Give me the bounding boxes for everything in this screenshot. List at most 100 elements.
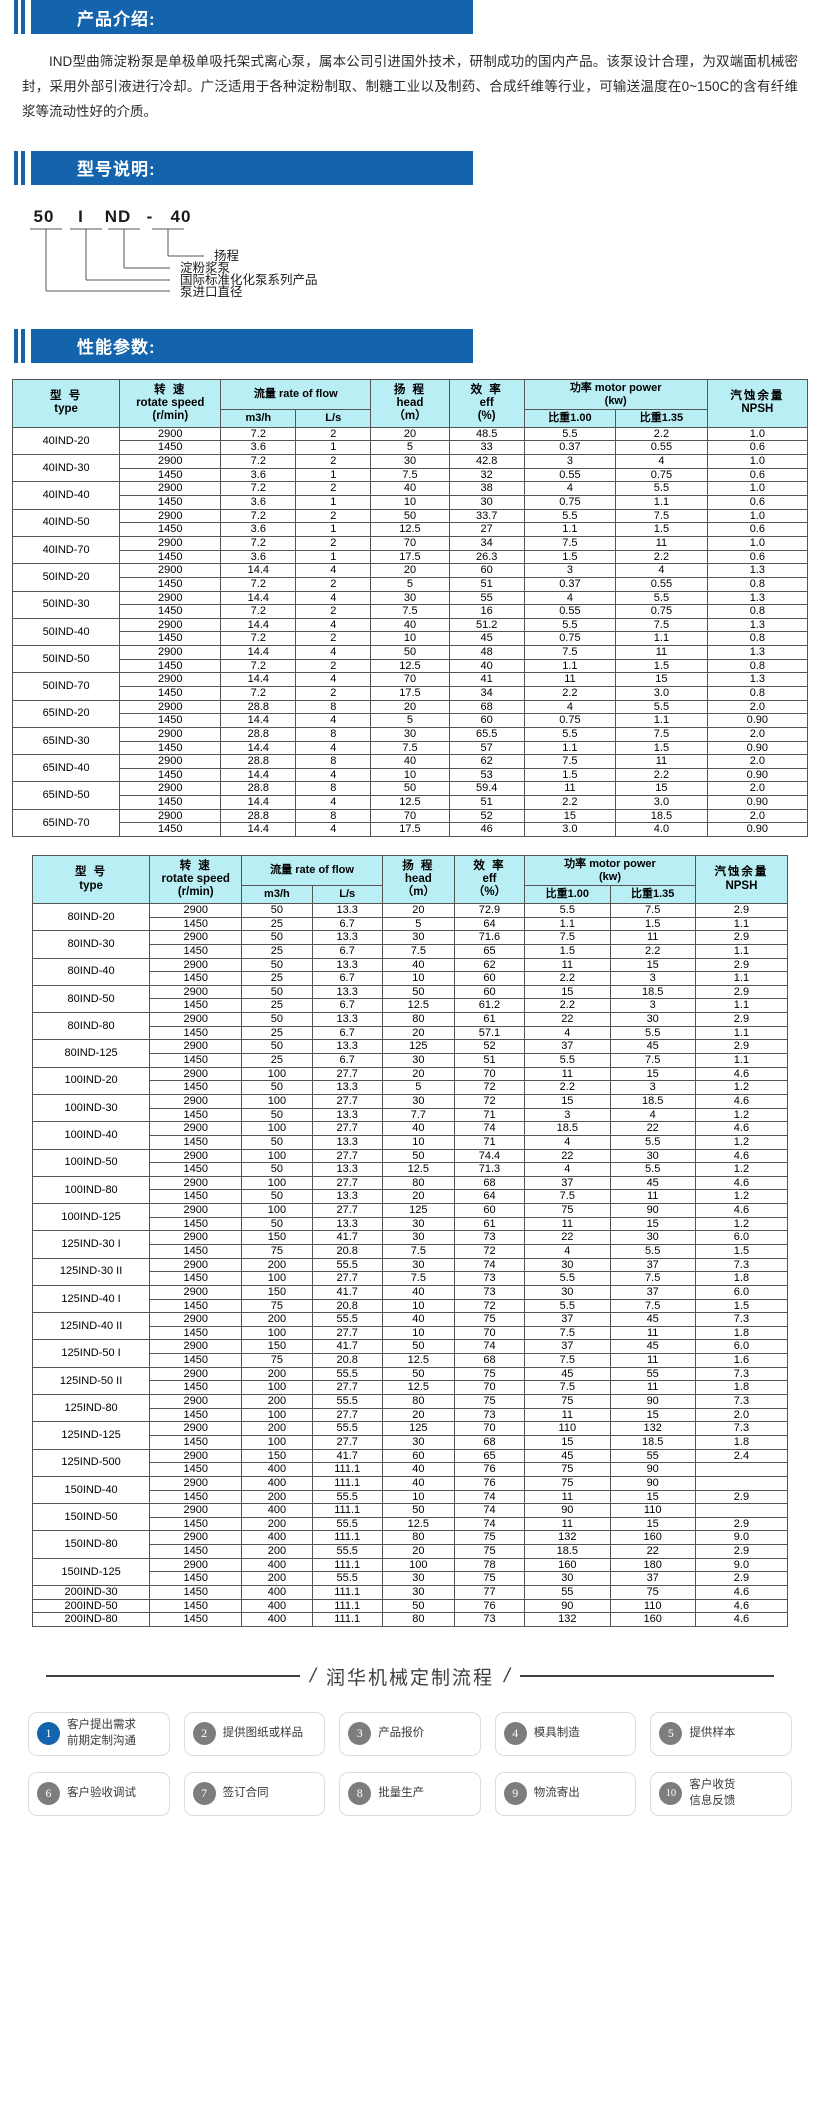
- flow-step-card[interactable]: 2 提供图纸或样品: [183, 1711, 326, 1756]
- cell-power-100: 37: [524, 1312, 611, 1327]
- table-row: 50IND-20 2900 14.4 4 20 60 3 4 1.3: [11, 563, 809, 592]
- flow-step-card[interactable]: 7 签订合同: [183, 1771, 326, 1816]
- cell-power-135: 3: [609, 971, 696, 986]
- cell-power-135: 55: [609, 1448, 696, 1464]
- cell-npsh: 2.9: [694, 984, 789, 1000]
- cell-flow-ls: 27.7: [311, 1121, 383, 1136]
- cell-flow-m3h: 3.6: [220, 440, 297, 456]
- cell-flow-ls: 4: [295, 767, 372, 783]
- cell-npsh: 1.8: [694, 1434, 789, 1450]
- cell-speed: 1450: [149, 1598, 243, 1614]
- flow-step-label: 物流寄出: [533, 1787, 580, 1800]
- th-type-en: type: [79, 879, 103, 892]
- table-row: 80IND-30 2900 50 13.3 30 71.6 7.5 11 2.9: [31, 930, 789, 959]
- flow-step-card[interactable]: 9 物流寄出: [494, 1771, 637, 1816]
- cell-speed: 2900: [149, 1557, 243, 1573]
- cell-head: 17.5: [370, 686, 450, 701]
- flow-step-card[interactable]: 4 模具制造: [494, 1711, 637, 1756]
- th-speed-en: rotate speed: [136, 396, 205, 409]
- table-row: 1450 50 13.3 12.5 71.3 4 5.5 1.2: [33, 1162, 789, 1177]
- flow-step-card[interactable]: 6 客户验收调试: [28, 1771, 170, 1816]
- cell-flow-ls: 55.5: [311, 1571, 383, 1586]
- cell-speed: 2900: [119, 781, 222, 797]
- cell-model: 80IND-125: [31, 1039, 151, 1068]
- cell-eff: 78: [453, 1557, 526, 1573]
- cell-model: 200IND-30: [31, 1585, 151, 1600]
- flow-step-card[interactable]: 3 产品报价: [339, 1711, 481, 1756]
- cell-model: 125IND-30 I: [31, 1230, 151, 1259]
- cell-npsh: 0.90: [706, 713, 809, 728]
- cell-model: 150IND-80: [31, 1530, 151, 1559]
- cell-power-135: 22: [609, 1121, 696, 1136]
- cell-speed: 1450: [149, 1107, 243, 1123]
- table-row: 40IND-30 2900 7.2 2 30 42.8 3 4 1.0: [11, 454, 809, 483]
- cell-model: 50IND-40: [11, 617, 121, 647]
- cell-head: 40: [370, 754, 450, 769]
- cell-power-135: 0.55: [615, 440, 708, 456]
- cell-head: 5: [381, 1080, 455, 1095]
- slash-right-icon: /: [501, 1664, 513, 1687]
- cell-power-100: 30: [524, 1257, 611, 1273]
- cell-power-100: 5.5: [524, 1298, 611, 1314]
- flow-step-number-badge: 5: [659, 1722, 683, 1746]
- cell-speed: 2900: [149, 1366, 243, 1382]
- cell-speed: 2900: [149, 1039, 243, 1055]
- cell-power-100: 11: [524, 1066, 611, 1082]
- flow-step-card[interactable]: 1 客户提出需求 前期定制沟通: [28, 1711, 170, 1756]
- flow-title: 润华机械定制流程: [326, 1667, 495, 1689]
- cell-head: 30: [381, 1216, 455, 1232]
- cell-npsh: 0.6: [706, 522, 809, 537]
- table-row: 150IND-50 2900 400 111.1 50 74 90 110: [31, 1503, 789, 1532]
- cell-eff: 72: [453, 1243, 526, 1259]
- cell-flow-ls: 20.8: [311, 1298, 383, 1314]
- cell-npsh: 1.3: [706, 672, 809, 687]
- flow-step-card[interactable]: 8 批量生产: [339, 1771, 481, 1816]
- cell-model: 65IND-70: [11, 808, 121, 838]
- th-npsh: 汽蚀余量 NPSH: [706, 378, 809, 428]
- cell-flow-m3h: 28.8: [220, 808, 297, 824]
- cell-flow-ls: 1: [295, 467, 372, 483]
- cell-model: 50IND-50: [11, 645, 121, 674]
- flow-step-card[interactable]: 5 提供样本: [650, 1711, 792, 1756]
- th-type-en: type: [54, 403, 78, 416]
- cell-flow-ls: 1: [295, 440, 372, 456]
- cell-eff: 75: [453, 1544, 526, 1559]
- table-row: 1450 100 27.7 12.5 70 7.5 11 1.8: [33, 1380, 789, 1396]
- cell-eff: 68: [453, 1434, 526, 1450]
- table-row: 1450 14.4 4 5 60 0.75 1.1 0.90: [13, 713, 809, 728]
- cell-power-135: 5.5: [615, 481, 708, 497]
- flow-rule-left: [46, 1675, 301, 1678]
- slash-left-icon: /: [308, 1664, 319, 1687]
- cell-model: 50IND-70: [11, 672, 121, 701]
- cell-power-135: 15: [609, 1066, 696, 1082]
- table-row: 125IND-80 2900 200 55.5 80 75 75 90 7.3: [31, 1394, 789, 1423]
- cell-eff: 72: [453, 1080, 526, 1095]
- cell-head: 100: [381, 1557, 455, 1573]
- th-type-cn: 型 号: [50, 390, 83, 403]
- cell-speed: 2900: [149, 1121, 243, 1136]
- table-row: 1450 100 27.7 30 68 15 18.5 1.8: [33, 1434, 789, 1450]
- cell-npsh: 0.90: [706, 822, 809, 838]
- cell-speed: 2900: [149, 1530, 243, 1546]
- cell-npsh: 4.6: [694, 1148, 789, 1164]
- cell-model: 40IND-30: [11, 454, 121, 483]
- cell-model: 100IND-40: [31, 1121, 151, 1150]
- cell-flow-ls: 6.7: [311, 998, 383, 1014]
- cell-eff: 41: [448, 672, 525, 687]
- th-npsh: 汽蚀余量 NPSH: [694, 855, 789, 904]
- cell-head: 7.5: [370, 467, 450, 483]
- cell-power-100: 37: [524, 1339, 611, 1355]
- cell-speed: 1450: [119, 658, 222, 674]
- cell-npsh: 1.2: [694, 1107, 789, 1123]
- cell-eff: 75: [453, 1571, 526, 1586]
- flow-step-card[interactable]: 10 客户收货 信息反馈: [650, 1771, 792, 1816]
- cell-power-135: 5.5: [609, 1243, 696, 1259]
- cell-flow-m3h: 14.4: [220, 795, 297, 810]
- cell-head: 50: [381, 1503, 455, 1518]
- cell-flow-ls: 1: [295, 495, 372, 510]
- cell-flow-ls: 2: [295, 604, 372, 619]
- cell-flow-m3h: 100: [241, 1325, 313, 1341]
- cell-power-100: 55: [524, 1585, 611, 1600]
- cell-flow-m3h: 25: [241, 916, 313, 932]
- cell-power-135: 11: [615, 535, 708, 551]
